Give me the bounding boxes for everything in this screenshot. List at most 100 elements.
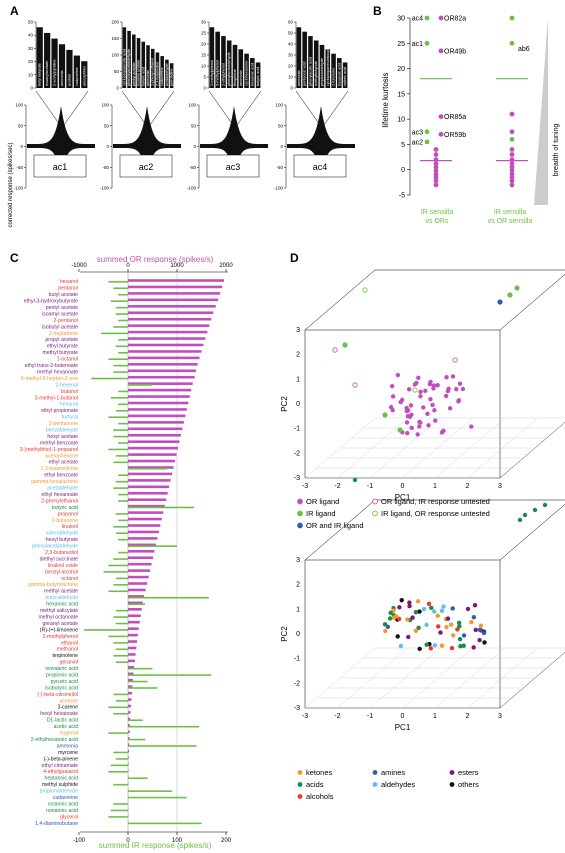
zoom-line <box>63 90 89 126</box>
mini-bar-label-ac2: cyclopropylacetic acid <box>122 49 126 86</box>
b-ytick-label: 20 <box>397 66 405 73</box>
pca-point-or <box>405 430 410 436</box>
mini-bar-ac4 <box>308 36 313 88</box>
mini-tick-label-ac3: 30 <box>201 20 207 25</box>
ir-bar <box>108 281 128 283</box>
ir-bar <box>113 654 128 657</box>
mini-bar-label-ac2: 2,3-butanediol <box>155 62 159 86</box>
b-ytick-label: 15 <box>397 91 405 98</box>
ir-bar <box>118 500 128 502</box>
or-bar <box>128 608 142 611</box>
b-point-label-ac4: ac4 <box>412 16 423 23</box>
odor-label: methanol <box>57 647 78 653</box>
legend-bottom-marker <box>449 770 455 775</box>
ir-bar <box>115 306 128 309</box>
ir-bar <box>118 442 128 444</box>
ir-bar <box>128 545 177 547</box>
pca-point-class <box>417 609 422 614</box>
pca-point-class <box>482 640 487 645</box>
legend-top-label: OR ligand, IR response untested <box>381 497 490 506</box>
odor-label: methyl butyrate <box>43 350 79 356</box>
or-bar <box>128 466 174 469</box>
ir-bar <box>118 351 128 354</box>
or-bar <box>128 582 148 585</box>
ir-bar <box>115 480 128 483</box>
pca-point-class <box>407 600 412 605</box>
or-bar <box>128 401 189 405</box>
mini-bar-ac4 <box>319 44 325 88</box>
ir-bar <box>113 751 128 754</box>
odor-label: propyl acetate <box>45 337 78 343</box>
odor-label: butanol <box>61 389 78 395</box>
or-bar <box>128 453 177 456</box>
mini-bar-ac3 <box>232 44 238 88</box>
or-bar <box>128 479 171 482</box>
mini-tick-label-ac2: 50 <box>114 69 120 74</box>
legend-bottom-marker <box>297 782 303 787</box>
or-bar <box>128 672 134 676</box>
or-bar <box>128 762 129 766</box>
b-or-dot <box>509 164 515 170</box>
mini-bar-ac4 <box>325 49 331 88</box>
odor-label: methyl acetate <box>44 589 78 595</box>
odor-label: pyruvic acid <box>51 679 79 685</box>
mini-tick-label-ac3: 0 <box>203 86 206 91</box>
legend-bottom-label: others <box>458 780 479 789</box>
or-bar <box>128 298 219 302</box>
b-or-dot <box>433 164 439 170</box>
or-bar <box>128 640 138 643</box>
pca-point-or <box>445 388 451 394</box>
ir-bar <box>113 526 128 528</box>
odor-label: benzyl alcohol <box>45 569 78 575</box>
ir-bar <box>118 403 128 406</box>
b-ytick-label: 30 <box>397 16 405 23</box>
odor-label: propionic acid <box>46 672 78 678</box>
sensillum-label-ac2: ac2 <box>139 162 154 172</box>
b-point-OR59b <box>438 131 444 137</box>
mini-tick-label-ac1: 10 <box>28 72 34 77</box>
odor-label: phenylacetaldehyde <box>32 544 78 550</box>
or-bar <box>128 517 162 521</box>
panel-letter-c: C <box>10 251 19 265</box>
b-or-dot <box>509 178 515 184</box>
odor-label: butyraldehyde <box>45 595 78 601</box>
odor-label: hexyl butyrate <box>46 537 78 543</box>
odor-label: nonanoic acid <box>46 808 78 814</box>
pca-point-class <box>387 616 393 621</box>
pc1-tick-bottom: -2 <box>334 713 340 720</box>
pca-point-class <box>407 603 412 609</box>
odor-label: methyl benzoate <box>40 440 78 446</box>
or-bar <box>128 711 131 714</box>
pc1-label-top: PC1 <box>395 493 411 502</box>
odor-label: butyric acid <box>52 505 78 511</box>
ir-bar <box>128 790 173 792</box>
mini-bar-label-ac4: methylbutyrate <box>314 61 318 86</box>
pc1-tick-bottom: 0 <box>401 713 405 720</box>
pc2-tick-top: 1 <box>296 376 300 383</box>
pc2-tick-top: -2 <box>294 450 300 457</box>
pca-point-class <box>398 643 404 649</box>
dist-tick-label: 0 <box>280 144 283 149</box>
ir-bar <box>128 719 143 722</box>
odor-label: acetaldehyde <box>47 486 78 492</box>
ir-bar <box>118 390 128 393</box>
ir-bar <box>113 584 128 586</box>
pca-point-or <box>454 386 459 392</box>
sensillum-label-ac4: ac4 <box>313 162 328 172</box>
mini-bar-ac1 <box>66 49 73 88</box>
odor-label: 2-pentanone <box>49 421 78 427</box>
pc1-tick-top: 3 <box>498 483 502 490</box>
dist-tick-label: 0 <box>20 144 23 149</box>
dist-shape-ac4 <box>287 106 355 178</box>
odor-label: eugenol <box>60 731 78 737</box>
or-bar <box>128 324 210 327</box>
pca-point-acid <box>522 512 528 518</box>
ir-bar <box>113 461 128 464</box>
ir-bar <box>113 558 128 560</box>
panel-c-top-title: summed OR response (spikes/s) <box>97 255 214 264</box>
odor-label: methyl salicylate <box>40 608 78 614</box>
mini-bar-ac3 <box>238 49 244 88</box>
pca-point-or <box>404 408 410 414</box>
pc1-tick-top: 0 <box>401 483 405 490</box>
